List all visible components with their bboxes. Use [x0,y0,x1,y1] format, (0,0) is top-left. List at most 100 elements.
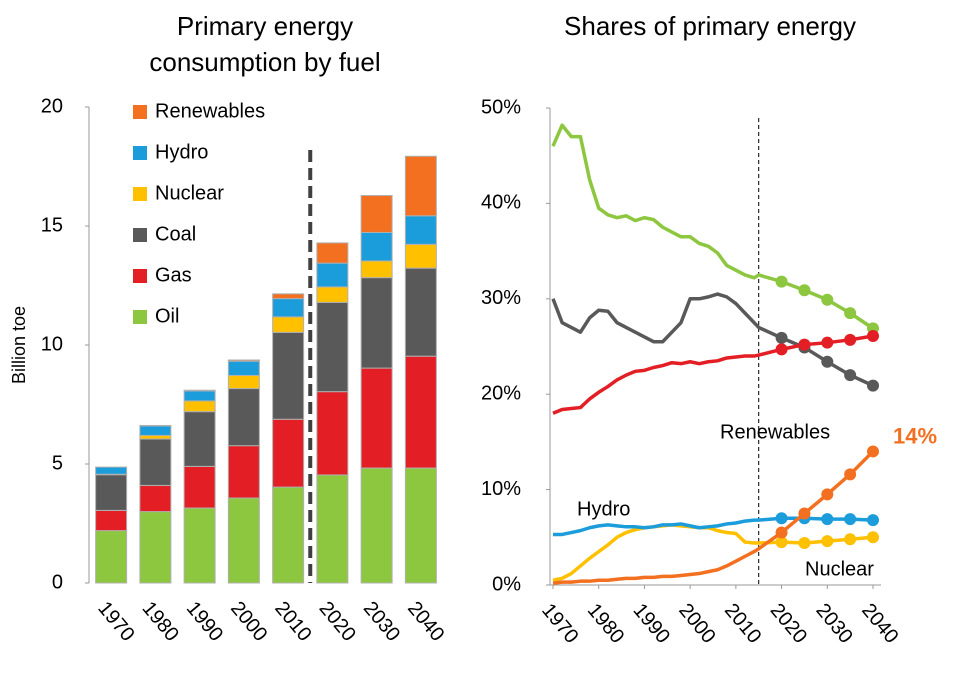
y-tick-label: 10% [481,478,521,500]
x-tick-label: 1980 [583,599,628,647]
bar-segment [360,231,393,262]
point-marker [844,307,857,320]
series-label: Nuclear [805,558,874,580]
bar-segment [272,293,305,300]
bar-segment [404,215,437,245]
series-label: Hydro [577,498,630,520]
bar-segment [272,331,305,420]
legend-swatch [133,228,147,242]
series-line [552,450,875,585]
bar-segment [95,530,128,584]
y-tick-label: 10 [41,333,63,355]
legend-swatch [133,146,147,160]
bar-segment [227,445,260,499]
bar-segment [404,243,437,269]
bar-segment [139,425,172,436]
y-tick-label: 20 [41,95,63,117]
bar-segment [360,260,393,279]
bar-segment [272,298,305,318]
x-tick-label: 1990 [182,597,227,645]
point-marker [798,284,811,297]
point-marker [821,535,834,548]
chart-title: Primary energy consumption by fuel [149,11,381,77]
y-axis-label: Billion toe [9,306,29,384]
legend-label: Nuclear [155,182,224,204]
series-line [551,292,874,388]
bar-segment [404,355,437,469]
x-tick-label: 1990 [629,599,674,647]
bar-segment [183,400,216,413]
x-tick-label: 2020 [766,599,811,647]
point-marker [775,343,788,356]
bar-segment [360,277,393,369]
series-line [552,334,874,415]
bar-segment [272,486,305,584]
x-tick-label: 1980 [137,597,182,645]
series-line [551,123,874,330]
bar-segment [272,316,305,333]
point-marker [844,369,857,382]
bar-segment [360,467,393,584]
bar-segment [227,374,260,390]
bar-segment [316,286,349,303]
point-marker [821,355,834,368]
y-tick-label: 20% [481,382,521,404]
bar-segment [360,367,393,469]
bar-segment [227,359,260,362]
bar-segment [139,438,172,486]
bar-segment [227,360,260,376]
bar-segment [139,484,172,513]
y-tick-label: 30% [481,287,521,309]
bar-segment [404,155,437,217]
legend-swatch [133,105,147,119]
point-marker [867,330,879,343]
bar-segment [183,390,216,402]
bar-segment [316,474,349,584]
point-marker [844,513,857,526]
bar-segment [316,391,349,476]
value-label: 14% [893,423,937,448]
chart-title: Shares of primary energy [564,11,856,41]
legend-label: Hydro [155,141,208,163]
x-tick-label: 2040 [403,597,448,645]
point-marker [867,531,879,544]
x-tick-label: 2030 [359,597,404,645]
point-marker [798,537,811,550]
bar-segment [95,466,128,475]
legend-swatch [133,310,147,324]
bar-segment [183,411,216,467]
bar-segment [139,434,172,440]
x-tick-label: 2040 [857,599,902,647]
y-tick-label: 0% [492,573,521,595]
bar-segment [360,195,393,233]
point-marker [821,513,834,526]
y-tick-label: 15 [41,214,63,236]
bar-segment [227,388,260,447]
bar-segment [183,389,216,392]
bar-segment [95,509,128,532]
bar-segment [316,262,349,288]
x-tick-label: 2010 [270,597,315,645]
bar-segment [316,242,349,264]
point-marker [798,338,811,351]
point-marker [821,488,834,501]
x-tick-label: 2030 [811,599,856,647]
series-line [553,516,874,537]
point-marker [844,533,857,546]
point-marker [775,512,788,525]
bar-segment [404,467,437,584]
bar-segment [272,418,305,488]
y-tick-label: 0 [52,571,63,593]
legend-label: Renewables [155,100,265,122]
point-marker [844,333,857,346]
point-marker [775,536,788,549]
point-marker [798,507,811,520]
x-tick-label: 2020 [314,597,359,645]
x-tick-label: 1970 [537,599,582,647]
x-tick-label: 2010 [720,599,765,647]
point-marker [867,379,879,392]
y-tick-label: 50% [481,96,521,118]
x-tick-label: 2000 [226,597,271,645]
